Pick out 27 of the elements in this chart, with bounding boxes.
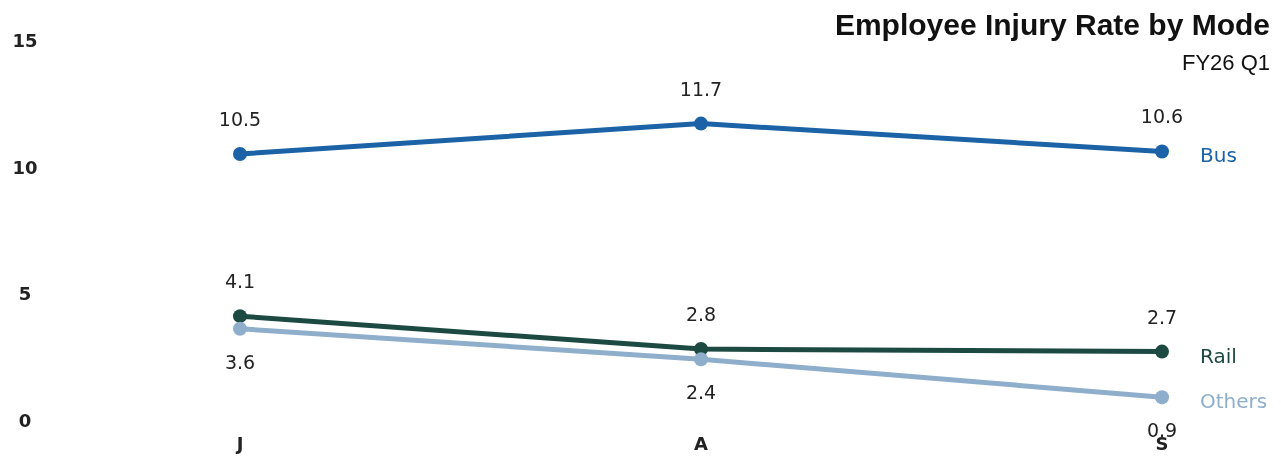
point (233, 321, 247, 336)
data-label: 3.6 (224, 350, 256, 373)
data-label: 2.4 (685, 381, 717, 404)
point (694, 352, 708, 367)
data-label: 4.1 (224, 270, 256, 293)
data-label: 11.7 (679, 77, 723, 100)
x-tick-label: J (234, 433, 244, 454)
y-tick-label: 10 (12, 156, 38, 178)
point (233, 309, 247, 324)
y-tick-label: 0 (18, 410, 32, 431)
point (1155, 390, 1169, 405)
y-tick-label: 5 (18, 283, 32, 305)
data-label: 2.8 (685, 303, 717, 326)
chart-subtitle: FY26 Q1 (1181, 50, 1270, 75)
series-label: Rail (1200, 343, 1237, 368)
data-label: 10.5 (218, 108, 262, 130)
point (233, 147, 247, 161)
data-label: 2.7 (1146, 305, 1178, 328)
chart-title: Employee Injury Rate by Mode (834, 8, 1270, 41)
series-label: Bus (1200, 143, 1237, 168)
point (1155, 144, 1169, 159)
y-tick-label: 15 (12, 30, 38, 51)
series-label: Others (1200, 389, 1268, 414)
x-tick-label: A (694, 433, 709, 454)
point (1155, 344, 1169, 359)
data-label: 10.6 (1140, 105, 1184, 128)
point (694, 116, 708, 131)
